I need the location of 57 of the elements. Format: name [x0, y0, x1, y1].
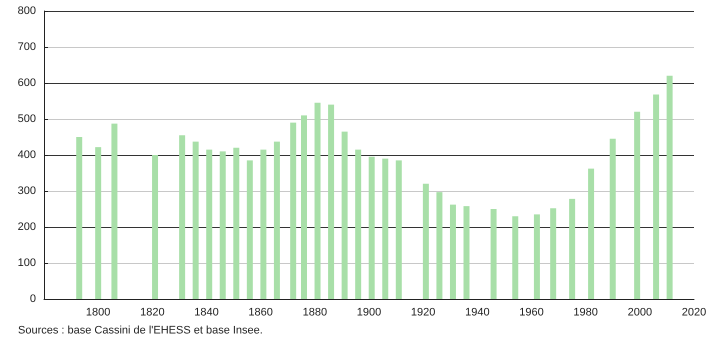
x-tick-label: 1940 [465, 306, 490, 318]
bar [314, 102, 321, 299]
x-tick-label: 1920 [410, 306, 436, 318]
bar [464, 206, 470, 299]
y-tick-label: 400 [18, 149, 36, 161]
bar [95, 147, 102, 299]
x-tick-label: 1900 [356, 306, 382, 318]
y-tick-label: 800 [18, 5, 36, 17]
bar [301, 115, 307, 299]
bar [152, 155, 158, 299]
bar [342, 132, 348, 299]
y-tick-label: 600 [18, 77, 36, 89]
bar [396, 160, 402, 299]
y-tick-label: 500 [18, 113, 36, 125]
bar [328, 104, 334, 299]
x-tick-label: 1840 [194, 306, 219, 318]
bar [220, 151, 226, 299]
bar [610, 138, 616, 299]
x-tick-label: 2020 [682, 306, 706, 318]
x-tick-label: 1960 [519, 306, 544, 318]
x-tick-label: 1880 [302, 306, 328, 318]
bar [634, 112, 640, 299]
bar [290, 122, 296, 299]
bar [260, 150, 266, 299]
bar [246, 160, 253, 299]
x-tick-label: 1980 [573, 306, 598, 318]
bar [382, 158, 388, 299]
bar [450, 204, 456, 299]
y-tick-label: 100 [18, 257, 36, 269]
bar [436, 192, 442, 299]
bar [512, 216, 518, 299]
y-tick-label: 300 [18, 185, 36, 197]
bar [588, 168, 594, 299]
bar [233, 148, 240, 299]
bar [206, 150, 212, 299]
x-tick-label: 2000 [628, 306, 652, 318]
y-tick-label: 0 [30, 293, 36, 305]
bar [569, 198, 576, 299]
x-tick-label: 1800 [86, 306, 110, 318]
bar [550, 208, 556, 299]
bar [534, 214, 540, 299]
bar [111, 124, 118, 299]
bar [274, 142, 280, 299]
bar [355, 150, 362, 299]
bar [179, 135, 186, 299]
bar [76, 137, 82, 299]
bar [666, 76, 673, 299]
bar [422, 184, 429, 299]
bar [653, 94, 660, 299]
source-note: Sources : base Cassini de l'EHESS et base Insee. [18, 324, 263, 336]
y-tick-label: 700 [18, 41, 36, 53]
bar [368, 156, 375, 299]
x-tick-label: 1860 [248, 306, 273, 318]
x-tick-label: 1820 [140, 306, 165, 318]
bar [490, 209, 497, 299]
bar [192, 142, 199, 299]
y-tick-label: 200 [18, 221, 36, 233]
